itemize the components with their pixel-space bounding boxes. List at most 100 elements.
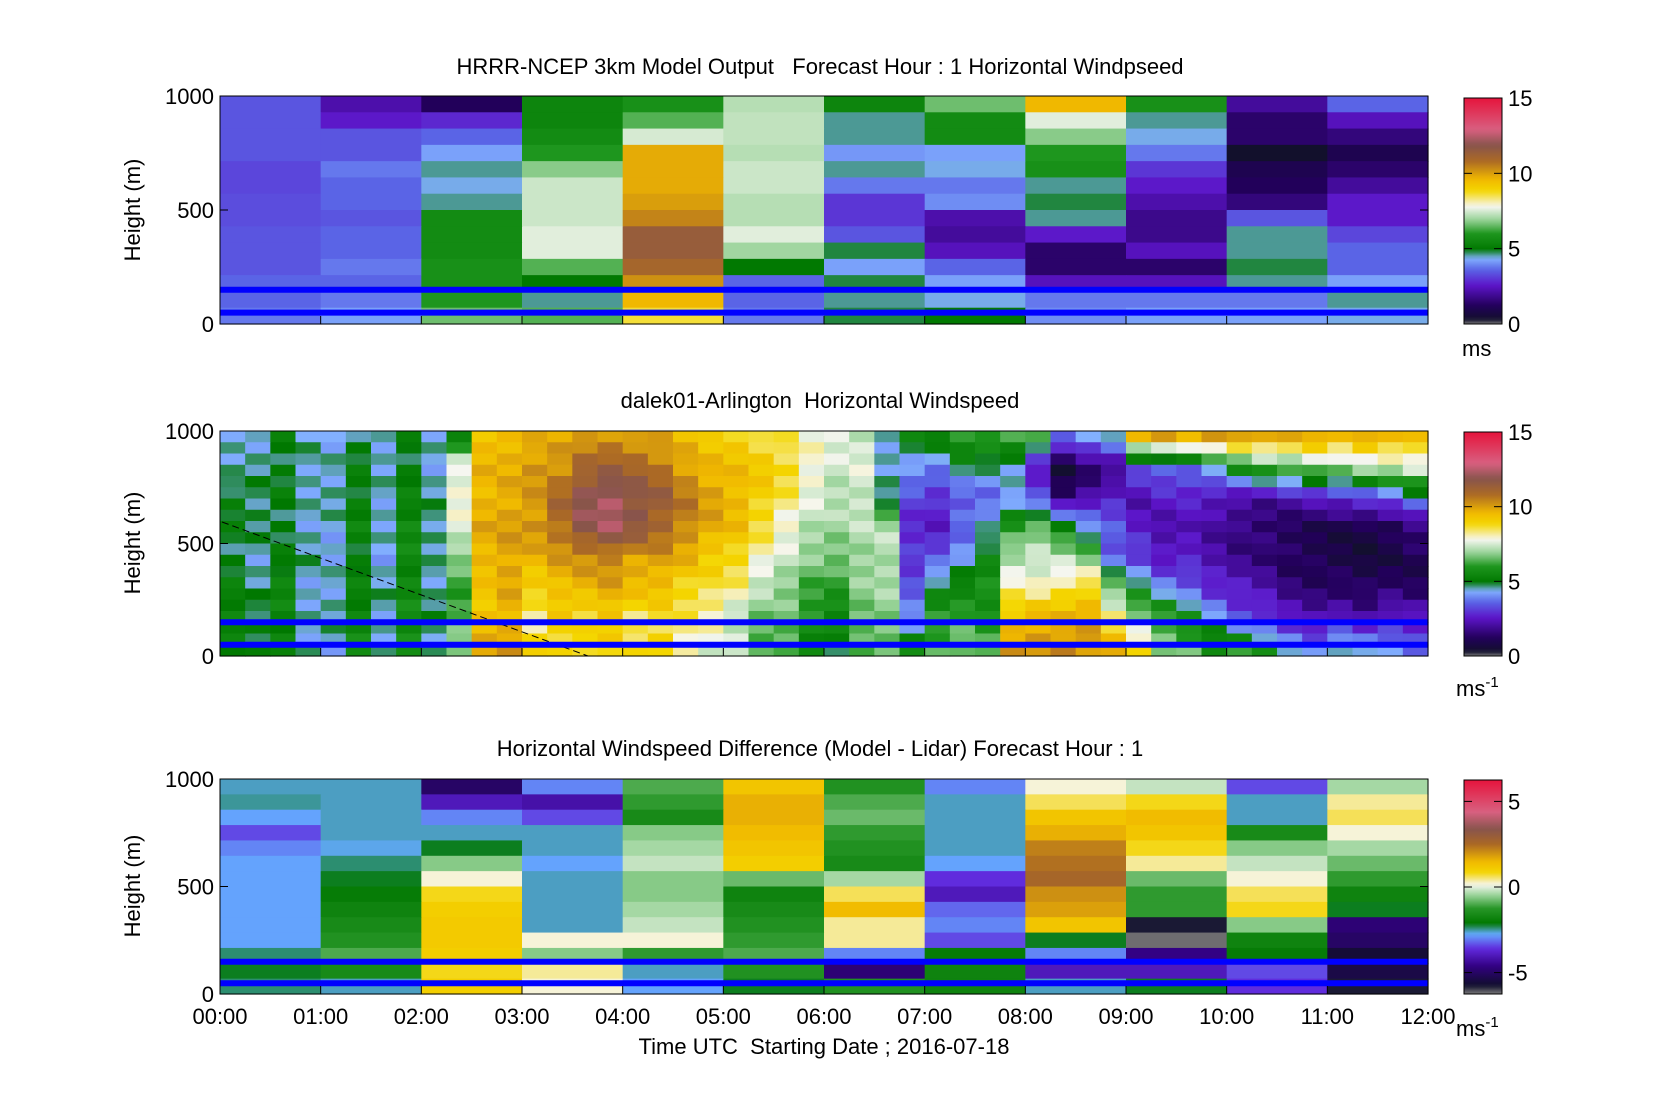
heatmap-cell — [748, 476, 775, 488]
heatmap-cell — [1402, 442, 1429, 455]
heatmap-cell — [1000, 532, 1026, 545]
heatmap-cell — [320, 242, 422, 260]
heatmap-cell — [522, 144, 624, 162]
heatmap-cell — [1226, 932, 1328, 949]
heatmap-cell — [1327, 611, 1354, 623]
heatmap-cell — [1251, 543, 1278, 556]
heatmap-cell — [698, 599, 724, 612]
heatmap-cell — [220, 554, 246, 567]
heatmap-cell — [1377, 509, 1404, 522]
heatmap-cell — [1377, 577, 1404, 590]
heatmap-cell — [270, 644, 297, 657]
heatmap-cell — [798, 599, 825, 612]
heatmap-cell — [496, 566, 523, 578]
heatmap-cell — [647, 566, 674, 578]
heatmap-cell — [1075, 532, 1102, 545]
heatmap-cell — [723, 487, 750, 500]
y-tick-label: 0 — [202, 982, 214, 1007]
heatmap-cell — [1025, 543, 1052, 556]
heatmap-cell — [949, 566, 976, 578]
heatmap-cell — [1251, 633, 1278, 646]
heatmap-cell — [220, 794, 322, 811]
x-tick-label: 06:00 — [796, 1004, 851, 1029]
heatmap-cell — [1302, 599, 1328, 612]
heatmap-cell — [723, 566, 750, 578]
heatmap-cell — [1000, 431, 1026, 443]
heatmap-cell — [421, 633, 448, 646]
heatmap-cell — [496, 599, 523, 612]
heatmap-cell — [295, 521, 322, 533]
panel-lidar-colorbar-unit-sup: -1 — [1485, 674, 1498, 691]
x-tick-label: 01:00 — [293, 1004, 348, 1029]
heatmap-cell — [773, 453, 800, 466]
heatmap-cell — [924, 901, 1026, 918]
heatmap-cell — [270, 566, 297, 578]
heatmap-cell — [1201, 599, 1228, 612]
heatmap-cell — [824, 566, 850, 578]
heatmap-cell — [345, 622, 372, 635]
heatmap-cell — [1000, 599, 1026, 612]
heatmap-cell — [824, 453, 850, 466]
heatmap-cell — [1251, 644, 1278, 657]
heatmap-cell — [295, 644, 322, 657]
heatmap-cell — [522, 258, 624, 276]
heatmap-cell — [1302, 633, 1328, 646]
heatmap-cell — [1226, 840, 1328, 857]
heatmap-cell — [1277, 498, 1303, 511]
panel-lidar-colorbar-unit: ms-1 — [1456, 674, 1499, 701]
heatmap-cell — [371, 453, 397, 466]
heatmap-cell — [220, 487, 246, 500]
heatmap-cell — [295, 599, 322, 612]
heatmap-cell — [245, 431, 271, 443]
heatmap-cell — [1352, 622, 1379, 635]
heatmap-cell — [1377, 622, 1404, 635]
heatmap-cell — [899, 476, 926, 488]
heatmap-cell — [597, 487, 624, 500]
heatmap-cell — [723, 840, 825, 857]
heatmap-cell — [522, 599, 548, 612]
heatmap-cell — [220, 855, 322, 872]
heatmap-cell — [522, 532, 548, 545]
heatmap-cell — [874, 633, 901, 646]
heatmap-cell — [1226, 431, 1253, 443]
heatmap-cell — [1151, 554, 1177, 567]
heatmap-cell — [1151, 577, 1177, 590]
heatmap-cell — [1302, 588, 1328, 601]
heatmap-cell — [1302, 476, 1328, 488]
heatmap-cell — [421, 291, 523, 309]
heatmap-cell — [622, 242, 724, 260]
heatmap-cell — [1327, 442, 1354, 455]
heatmap-cell — [673, 464, 699, 477]
heatmap-cell — [597, 633, 624, 646]
heatmap-cell — [1352, 543, 1379, 556]
x-tick-label: 00:00 — [192, 1004, 247, 1029]
heatmap-cell — [1327, 633, 1354, 646]
heatmap-cell — [522, 871, 624, 888]
heatmap-cell — [1377, 532, 1404, 545]
heatmap-cell — [371, 554, 397, 567]
heatmap-cell — [1327, 521, 1354, 533]
heatmap-cell — [522, 554, 548, 567]
colorbar-tick-label: 10 — [1508, 495, 1532, 520]
heatmap-cell — [949, 453, 976, 466]
heatmap-cell — [874, 644, 901, 657]
heatmap-cell — [522, 577, 548, 590]
heatmap-cell — [647, 554, 674, 567]
heatmap-cell — [220, 177, 322, 195]
heatmap-cell — [1100, 498, 1127, 511]
heatmap-cell — [572, 521, 599, 533]
heatmap-cell — [496, 453, 523, 466]
heatmap-cell — [723, 963, 825, 980]
heatmap-cell — [1327, 144, 1429, 162]
heatmap-cell — [748, 588, 775, 601]
heatmap-cell — [698, 431, 724, 443]
heatmap-cell — [320, 476, 347, 488]
heatmap-cell — [597, 577, 624, 590]
panel-difference-title: Horizontal Windspeed Difference (Model -… — [497, 736, 1143, 761]
heatmap-cell — [1050, 487, 1077, 500]
heatmap-cell — [1000, 543, 1026, 556]
heatmap-cell — [1100, 633, 1127, 646]
heatmap-cell — [673, 487, 699, 500]
heatmap-cell — [1251, 431, 1278, 443]
heatmap-cell — [924, 932, 1026, 949]
